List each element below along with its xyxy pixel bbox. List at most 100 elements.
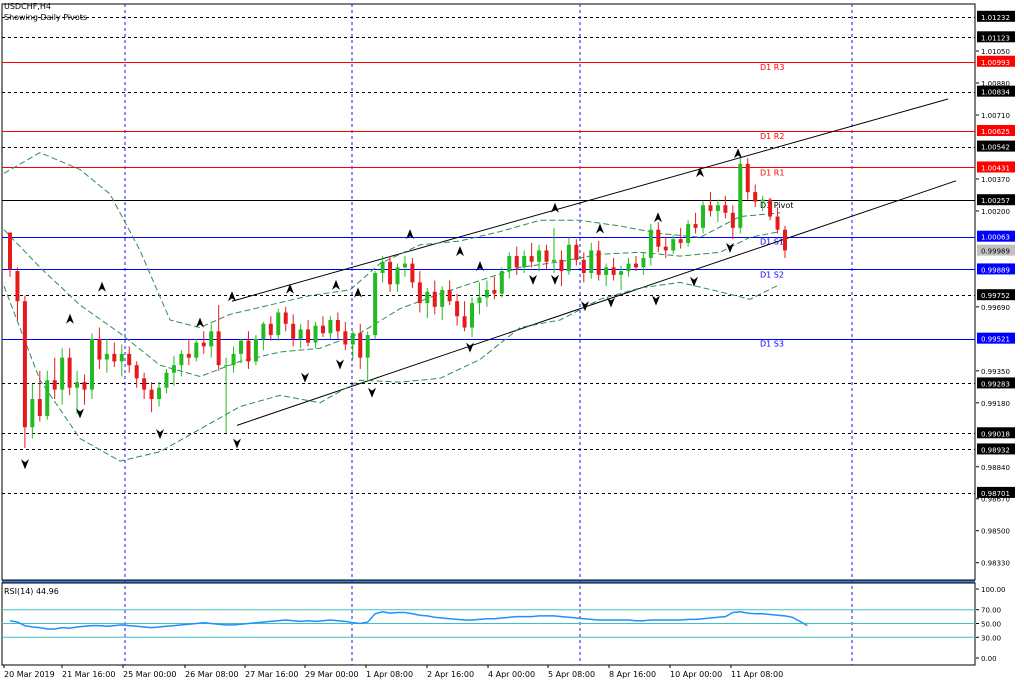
fractal-down-arrow — [466, 342, 474, 353]
pivot-label: D1 R3 — [760, 63, 784, 72]
candle-body — [775, 216, 780, 230]
candle-body — [283, 312, 288, 324]
candle-body — [753, 192, 758, 202]
envelope-upper — [3, 152, 781, 329]
fractal-down-arrow — [21, 459, 29, 470]
candle-body — [75, 382, 80, 388]
candle-body — [112, 353, 117, 362]
candle-body — [171, 365, 176, 373]
candle-body — [671, 239, 676, 251]
price-level-box — [977, 85, 1015, 97]
price-tick-label: 1.00710 — [981, 112, 1010, 120]
candle-body — [253, 338, 258, 362]
candle-body — [395, 267, 400, 285]
candle-body — [164, 372, 169, 388]
fractal-down-arrow — [652, 295, 660, 306]
candle-body — [388, 261, 393, 285]
fractal-up-arrow — [228, 291, 236, 302]
candle-body — [499, 271, 504, 294]
candle-body — [455, 301, 460, 317]
candle-body — [134, 365, 139, 379]
candle-body — [641, 257, 646, 268]
fractal-down-arrow — [368, 387, 376, 398]
symbol-label: USDCHF,H4 — [4, 2, 51, 11]
fractal-up-arrow — [551, 202, 559, 213]
candle-body — [261, 323, 266, 339]
candle-body — [224, 365, 229, 367]
x-tick-label: 25 Mar 00:00 — [123, 670, 176, 679]
price-level-box-text: 1.00431 — [981, 164, 1010, 172]
price-level-box-text: 0.99283 — [981, 380, 1010, 388]
candle-body — [149, 389, 154, 400]
fractal-up-arrow — [98, 281, 106, 292]
rsi-tick-label: 100.00 — [981, 586, 1006, 594]
fractal-down-arrow — [233, 438, 241, 449]
candle-body — [723, 205, 728, 213]
fractal-up-arrow — [66, 313, 74, 324]
rsi-tick-label: 30.00 — [981, 634, 1001, 642]
price-level-box — [977, 10, 1015, 22]
price-level-box-text: 1.00834 — [981, 89, 1010, 97]
candle-body — [551, 259, 556, 262]
price-level-box — [977, 230, 1015, 242]
x-tick-label: 5 Apr 08:00 — [548, 670, 595, 679]
candle-body — [82, 382, 87, 390]
candle-body — [410, 263, 415, 283]
fractal-up-arrow — [596, 223, 604, 234]
fractal-up-arrow — [196, 317, 204, 328]
candle-body — [45, 380, 50, 416]
candle-body — [67, 357, 72, 388]
candle-body — [194, 342, 199, 358]
candle-body — [611, 267, 616, 275]
candle-body — [589, 250, 594, 274]
candle-body — [97, 338, 102, 360]
price-level-box-text: 1.00063 — [981, 234, 1010, 242]
candle-body — [648, 229, 653, 258]
pivot-label: D1 S1 — [760, 238, 784, 247]
fractal-up-arrow — [654, 212, 662, 223]
price-tick-label: 0.98500 — [981, 528, 1010, 536]
price-level-box-text: 1.01123 — [981, 34, 1010, 42]
candle-body — [373, 273, 378, 336]
fractal-up-arrow — [456, 246, 464, 257]
candle-body — [343, 331, 348, 345]
channel-upper-line — [231, 98, 949, 302]
rsi-series-line — [9, 611, 808, 630]
fractal-down-arrow — [690, 276, 698, 287]
candle-body — [686, 224, 691, 243]
price-level-box — [977, 443, 1015, 455]
pivot-label: D1 S3 — [760, 340, 784, 349]
x-tick-label: 21 Mar 16:00 — [62, 670, 115, 679]
candle-body — [492, 289, 497, 294]
candle-body — [216, 331, 221, 366]
rsi-tick-label: 50.00 — [981, 621, 1001, 629]
candle-body — [425, 291, 430, 304]
candle-body — [626, 263, 631, 272]
candle-body — [440, 289, 445, 307]
fractal-up-arrow — [476, 261, 484, 272]
fractal-up-arrow — [286, 283, 294, 294]
price-level-box — [977, 486, 1015, 498]
candle-body — [201, 342, 206, 347]
candle-body — [633, 263, 638, 268]
x-tick-label: 1 Apr 08:00 — [366, 670, 413, 679]
price-tick-label: 0.99690 — [981, 304, 1010, 312]
candle-body — [559, 259, 564, 272]
candle-body — [104, 353, 109, 360]
candle-body — [604, 267, 609, 275]
candle-body — [783, 229, 787, 251]
candle-body — [380, 261, 385, 274]
candle-body — [268, 323, 273, 336]
fractal-down-arrow — [156, 429, 164, 440]
price-level-box — [977, 289, 1015, 301]
pivot-label: D1 S2 — [760, 270, 784, 279]
candle-body — [447, 289, 452, 302]
candle-body — [581, 259, 586, 274]
candle-body — [37, 399, 42, 416]
candle-body — [678, 239, 683, 243]
price-tick-label: 1.01050 — [981, 48, 1010, 56]
price-level-box-text: 0.98701 — [981, 490, 1010, 498]
candle-body — [462, 316, 467, 328]
